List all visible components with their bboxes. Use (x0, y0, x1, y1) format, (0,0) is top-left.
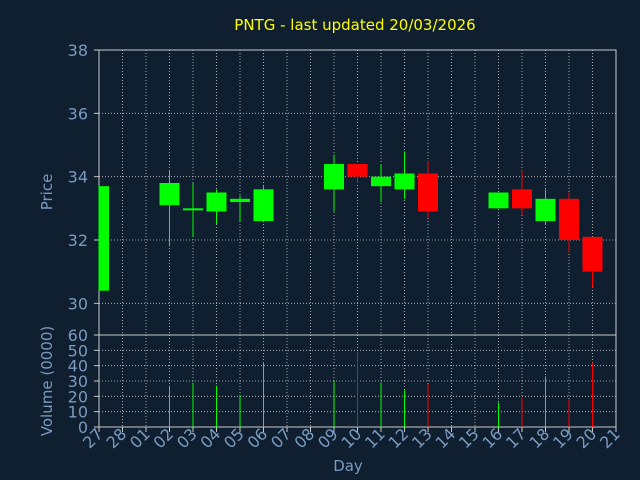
price-tick-label: 30 (68, 294, 88, 313)
volume-tick-label: 0 (78, 418, 88, 437)
candle-body (512, 189, 532, 209)
candle-body (535, 198, 556, 221)
volume-axis-label: Volume (0000) (38, 326, 56, 436)
candle-body (347, 164, 368, 177)
candle-body (159, 183, 180, 206)
candle-body (418, 173, 438, 212)
price-axis-label: Price (38, 174, 56, 211)
candle-body (253, 189, 274, 221)
x-axis-label: Day (333, 457, 363, 475)
candle-body (582, 236, 603, 272)
x-tick-label: 21 (596, 424, 624, 452)
price-tick-label: 32 (68, 231, 88, 250)
price-tick-label: 34 (68, 168, 88, 187)
volume-tick-label: 50 (68, 341, 88, 360)
volume-tick-label: 10 (68, 403, 88, 422)
candle-body (230, 198, 250, 202)
tick-labels: 3032343638010203040506027280102030405060… (68, 41, 624, 452)
price-tick-label: 38 (68, 41, 88, 60)
volume-tick-label: 30 (68, 372, 88, 391)
candle-body (206, 192, 227, 212)
volume-tick-label: 20 (68, 387, 88, 406)
candle-body (559, 198, 579, 240)
candle-body (394, 173, 415, 190)
candle-body (99, 186, 109, 291)
candle-body (371, 176, 391, 187)
candles (98, 151, 603, 291)
volume-bars (169, 351, 593, 427)
volume-tick-label: 60 (68, 326, 88, 345)
candle-body (488, 192, 509, 209)
candle-body (324, 164, 344, 190)
chart-title: PNTG - last updated 20/03/2026 (234, 16, 475, 34)
candle-body (183, 208, 203, 211)
axes (94, 49, 617, 432)
price-tick-label: 36 (68, 104, 88, 123)
volume-tick-label: 40 (68, 357, 88, 376)
